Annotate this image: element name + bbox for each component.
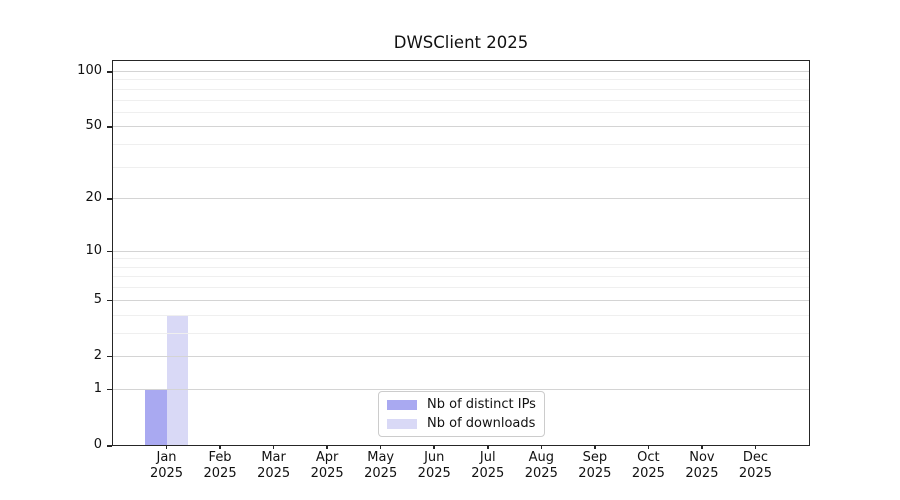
chart-title: DWSClient 2025 bbox=[393, 33, 529, 52]
gridline-minor bbox=[113, 166, 809, 168]
x-tick-mark bbox=[219, 445, 221, 449]
gridline-minor bbox=[113, 99, 809, 101]
legend-label-distinct-ips: Nb of distinct IPs bbox=[427, 397, 536, 412]
gridline-major bbox=[113, 126, 809, 128]
gridline-major bbox=[113, 71, 809, 73]
x-tick-mark bbox=[647, 445, 650, 449]
x-tick-mark bbox=[487, 445, 489, 449]
y-tick-mark bbox=[107, 126, 112, 128]
bar-nb-of-downloads-jan bbox=[166, 314, 189, 445]
gridline-major bbox=[113, 198, 809, 200]
x-tick-mark bbox=[540, 445, 543, 449]
y-tick-label: 10 bbox=[85, 242, 102, 258]
x-tick-label-jan: Jan 2025 bbox=[149, 450, 184, 481]
gridline-minor bbox=[113, 79, 809, 81]
gridline-major bbox=[113, 355, 809, 357]
x-tick-label-aug: Aug 2025 bbox=[524, 450, 558, 481]
y-tick-mark bbox=[107, 388, 112, 391]
x-tick-mark bbox=[379, 445, 382, 449]
gridline-minor bbox=[113, 276, 809, 278]
x-tick-mark bbox=[701, 445, 703, 449]
y-tick-mark bbox=[107, 198, 112, 200]
x-tick-label-sep: Sep 2025 bbox=[578, 450, 612, 481]
gridline-minor bbox=[113, 266, 809, 268]
legend-swatch-downloads bbox=[387, 418, 417, 429]
gridline-minor bbox=[113, 144, 809, 146]
y-tick-mark bbox=[107, 299, 112, 302]
gridline-minor bbox=[113, 111, 809, 113]
gridline-minor bbox=[113, 287, 809, 289]
y-tick-label: 20 bbox=[85, 190, 102, 206]
x-tick-mark bbox=[326, 445, 328, 449]
x-tick-label-may: May 2025 bbox=[364, 450, 398, 481]
legend-item-downloads: Nb of downloads bbox=[387, 416, 536, 431]
legend-swatch-distinct-ips bbox=[387, 399, 417, 410]
x-tick-label-jun: Jun 2025 bbox=[417, 450, 451, 481]
x-tick-label-oct: Oct 2025 bbox=[631, 450, 665, 481]
x-tick-mark bbox=[165, 445, 168, 449]
x-tick-label-nov: Nov 2025 bbox=[685, 450, 719, 481]
gridline-minor bbox=[113, 314, 809, 316]
y-tick-mark bbox=[107, 250, 112, 253]
x-tick-label-jul: Jul 2025 bbox=[471, 450, 505, 481]
gridline-major bbox=[113, 388, 809, 390]
gridline-minor bbox=[113, 258, 809, 260]
x-tick-mark bbox=[754, 445, 757, 449]
legend-item-distinct-ips: Nb of distinct IPs bbox=[387, 397, 536, 412]
x-tick-label-dec: Dec 2025 bbox=[738, 450, 772, 481]
gridline-major bbox=[113, 250, 809, 252]
plot-area bbox=[112, 60, 810, 446]
x-tick-mark bbox=[433, 445, 435, 449]
gridline-minor bbox=[113, 88, 809, 90]
gridline-major bbox=[113, 299, 809, 301]
legend-label-downloads: Nb of downloads bbox=[427, 416, 536, 431]
y-tick-label: 5 bbox=[93, 291, 102, 307]
y-tick-mark bbox=[107, 71, 112, 73]
y-tick-label: 1 bbox=[93, 380, 102, 396]
bar-nb-of-distinct-ips-jan bbox=[145, 388, 167, 445]
x-tick-label-mar: Mar 2025 bbox=[257, 450, 291, 481]
legend: Nb of distinct IPs Nb of downloads bbox=[378, 391, 545, 437]
gridline-minor bbox=[113, 332, 809, 334]
y-tick-label: 2 bbox=[93, 347, 102, 363]
y-tick-mark bbox=[107, 355, 112, 358]
y-tick-label: 100 bbox=[77, 63, 102, 79]
y-tick-label: 50 bbox=[85, 118, 102, 134]
x-tick-mark bbox=[272, 445, 275, 449]
x-tick-label-feb: Feb 2025 bbox=[203, 450, 237, 481]
y-tick-label: 0 bbox=[93, 437, 102, 452]
x-tick-label-apr: Apr 2025 bbox=[310, 450, 344, 481]
x-tick-mark bbox=[594, 445, 596, 449]
y-tick-mark bbox=[107, 445, 112, 447]
